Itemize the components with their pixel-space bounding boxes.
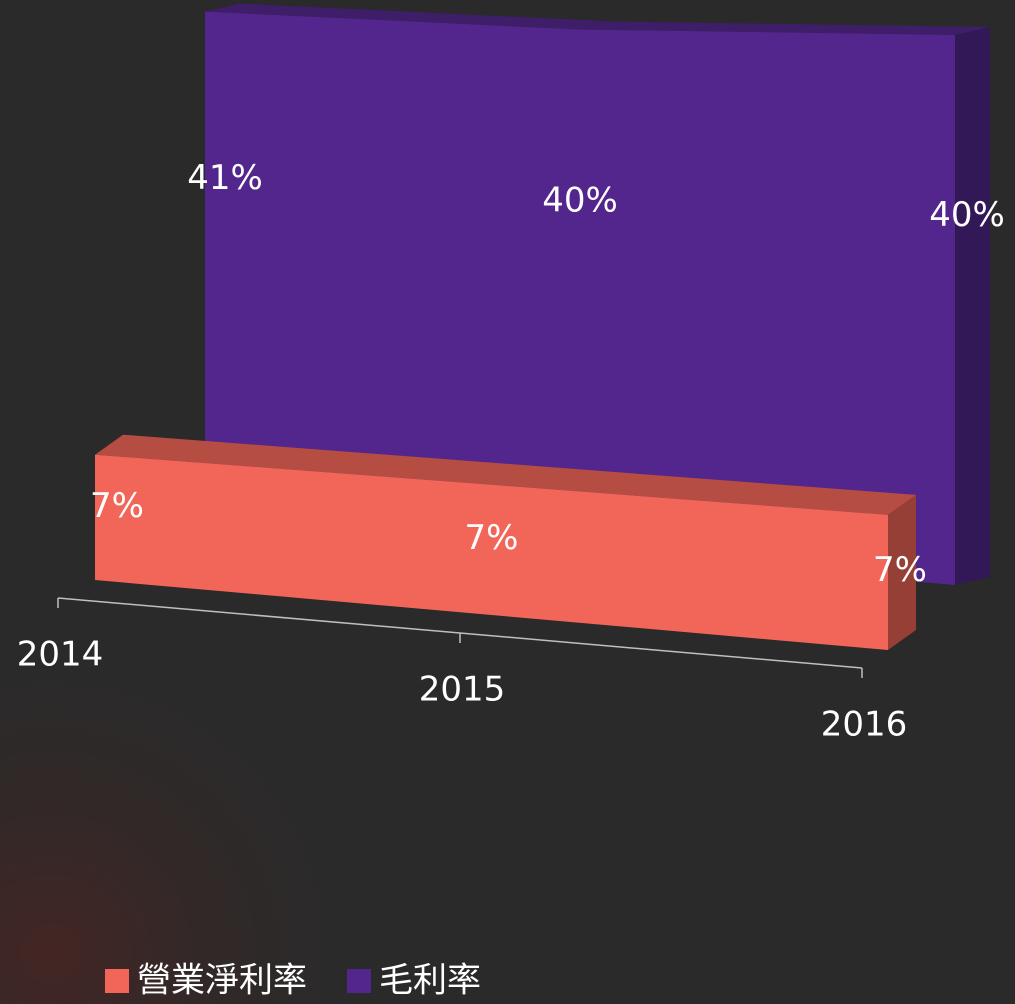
area-side-face <box>955 27 990 585</box>
data-label: 7% <box>873 550 927 590</box>
x-tick-label: 2014 <box>17 635 104 675</box>
area <box>95 454 888 650</box>
legend-label: 營業淨利率 <box>137 961 307 1001</box>
legend-swatch <box>105 969 129 993</box>
data-label: 7% <box>465 518 519 558</box>
x-tick-label: 2016 <box>821 705 908 745</box>
data-label: 40% <box>929 195 1005 235</box>
data-label: 41% <box>187 158 263 198</box>
area-top-face <box>95 434 916 515</box>
data-label: 7% <box>90 486 144 526</box>
area-top-face <box>205 3 990 35</box>
data-label: 40% <box>542 181 618 221</box>
legend-swatch <box>347 969 371 993</box>
x-tick-label: 2015 <box>419 670 506 710</box>
area <box>205 11 955 586</box>
legend-label: 毛利率 <box>379 961 481 1001</box>
area-side-face <box>888 494 916 650</box>
